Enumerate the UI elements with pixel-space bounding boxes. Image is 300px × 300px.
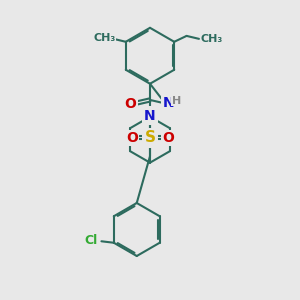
Text: CH₃: CH₃ [94,33,116,43]
Text: O: O [124,98,136,111]
Text: H: H [172,95,181,106]
Text: O: O [126,131,138,145]
Text: CH₃: CH₃ [200,34,223,44]
Text: N: N [162,96,174,110]
Text: S: S [145,130,155,146]
Text: N: N [144,109,156,122]
Text: O: O [162,131,174,145]
Text: Cl: Cl [84,234,98,247]
